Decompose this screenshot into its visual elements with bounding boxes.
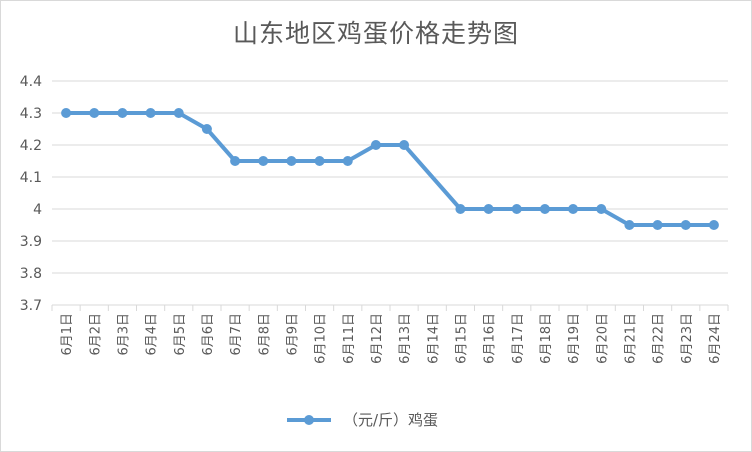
x-tick-label: 6月14日 bbox=[426, 313, 441, 364]
data-point[interactable] bbox=[455, 204, 466, 214]
y-tick-label: 3.7 bbox=[20, 298, 42, 314]
data-point[interactable] bbox=[511, 204, 522, 214]
data-point[interactable] bbox=[539, 204, 550, 214]
data-point[interactable] bbox=[568, 204, 579, 214]
x-tick-label: 6月18日 bbox=[539, 313, 554, 364]
series-line bbox=[66, 111, 714, 227]
data-point[interactable] bbox=[624, 220, 635, 230]
data-point[interactable] bbox=[399, 140, 410, 150]
legend: （元/斤）鸡蛋 bbox=[287, 411, 438, 429]
x-tick-label: 6月19日 bbox=[567, 313, 582, 364]
x-tick-label: 6月20日 bbox=[595, 313, 610, 364]
x-tick-label: 6月6日 bbox=[201, 313, 216, 356]
x-tick-label: 6月24日 bbox=[708, 313, 723, 364]
x-tick-label: 6月17日 bbox=[511, 313, 526, 364]
x-tick-label: 6月22日 bbox=[652, 313, 667, 364]
y-tick-label: 4.1 bbox=[20, 170, 42, 186]
data-point[interactable] bbox=[286, 156, 297, 166]
x-tick-label: 6月10日 bbox=[314, 313, 329, 364]
data-point[interactable] bbox=[173, 108, 184, 118]
x-tick-label: 6月2日 bbox=[88, 313, 103, 356]
x-tick-label: 6月13日 bbox=[398, 313, 413, 364]
data-point[interactable] bbox=[258, 156, 269, 166]
y-axis-ticks: 3.7 3.8 3.9 4 4.1 4.2 4.3 4.4 bbox=[20, 74, 42, 314]
legend-label: （元/斤）鸡蛋 bbox=[343, 411, 438, 429]
legend-point-marker bbox=[304, 415, 314, 425]
x-tick-label: 6月16日 bbox=[483, 313, 498, 364]
data-point[interactable] bbox=[342, 156, 353, 166]
x-tick-label: 6月9日 bbox=[285, 313, 300, 356]
data-point[interactable] bbox=[230, 156, 241, 166]
data-point[interactable] bbox=[652, 220, 663, 230]
y-tick-label: 4.2 bbox=[20, 138, 42, 154]
data-point[interactable] bbox=[370, 140, 381, 150]
y-tick-label: 3.9 bbox=[20, 234, 42, 250]
y-tick-label: 3.8 bbox=[20, 266, 42, 282]
data-point[interactable] bbox=[61, 108, 72, 118]
data-point[interactable] bbox=[89, 108, 100, 118]
x-tick-label: 6月4日 bbox=[145, 313, 160, 356]
chart-title: 山东地区鸡蛋价格走势图 bbox=[232, 19, 519, 48]
x-tick-label: 6月8日 bbox=[257, 313, 272, 356]
data-point[interactable] bbox=[314, 156, 325, 166]
series-layer bbox=[61, 108, 719, 230]
data-point[interactable] bbox=[680, 220, 691, 230]
data-point[interactable] bbox=[117, 108, 128, 118]
x-tick-label: 6月21日 bbox=[623, 313, 638, 364]
y-tick-label: 4.3 bbox=[20, 106, 42, 122]
x-tick-label: 6月12日 bbox=[370, 313, 385, 364]
data-point[interactable] bbox=[145, 108, 156, 118]
x-tick-label: 6月7日 bbox=[229, 313, 244, 356]
data-point[interactable] bbox=[201, 124, 212, 134]
x-tick-label: 6月1日 bbox=[60, 313, 75, 356]
x-tick-label: 6月5日 bbox=[173, 313, 188, 356]
x-tick-label: 6月15日 bbox=[454, 313, 469, 364]
y-tick-label: 4 bbox=[33, 202, 42, 218]
y-tick-label: 4.4 bbox=[20, 74, 42, 90]
data-point[interactable] bbox=[708, 220, 719, 230]
x-axis-ticks: 6月1日 6月2日 6月3日 6月4日 6月5日 6月6日 6月7日 6月8日 6月9日 6月10… bbox=[51, 305, 729, 364]
data-point[interactable] bbox=[483, 204, 494, 214]
x-tick-label: 6月23日 bbox=[680, 313, 695, 364]
x-tick-label: 6月11日 bbox=[342, 313, 357, 364]
x-tick-label: 6月3日 bbox=[116, 313, 131, 356]
data-point[interactable] bbox=[596, 204, 607, 214]
